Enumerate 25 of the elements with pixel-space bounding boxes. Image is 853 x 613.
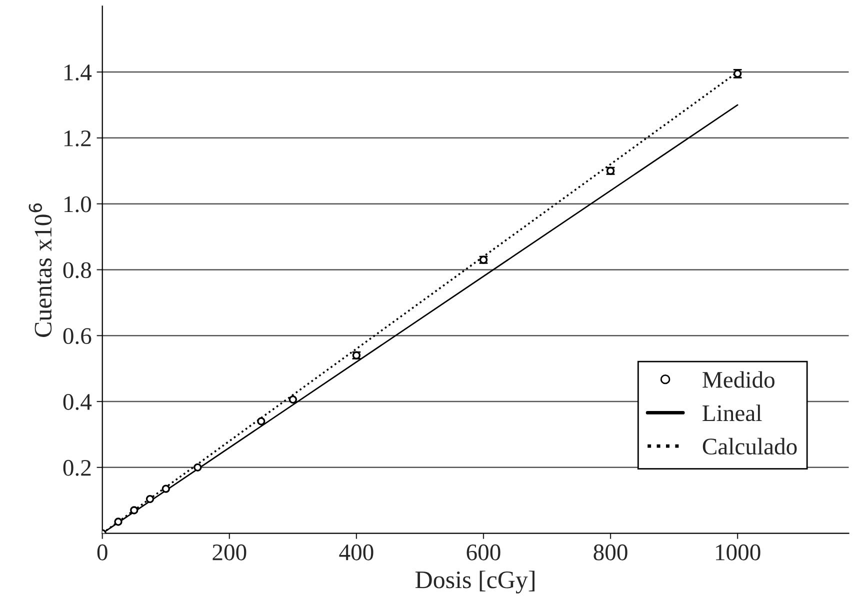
x-tick-label: 400 <box>339 544 374 560</box>
point <box>146 494 154 504</box>
legend-label: Lineal <box>702 404 762 422</box>
legend-label: Medido <box>702 371 774 388</box>
point <box>288 395 298 404</box>
point <box>130 506 138 514</box>
y-tick-label: 1.2 <box>64 130 91 146</box>
point <box>194 463 202 472</box>
y-tick-label: 1.4 <box>64 64 92 81</box>
x-tick-label: 0 <box>97 544 108 560</box>
point <box>162 484 170 493</box>
x-tick-label: 200 <box>212 544 246 560</box>
y-tick-label: 0.2 <box>63 460 91 476</box>
y-tick-label: 0.8 <box>63 262 92 278</box>
y-tick-label: 0.6 <box>63 328 92 344</box>
point <box>114 518 122 526</box>
point <box>257 417 266 426</box>
x-tick-label: 600 <box>466 544 500 560</box>
x-tick-label: 800 <box>594 544 628 560</box>
y-tick-label: 0.4 <box>63 394 92 410</box>
x-axis-title: Dosis [cGy] <box>416 570 534 594</box>
legend-label: Calculado <box>702 438 797 455</box>
y-axis-title: Cuentas x10$^{6}$ <box>28 203 52 337</box>
y-tick-label: 1.0 <box>64 196 92 212</box>
x-tick-label: 1000 <box>716 544 760 560</box>
